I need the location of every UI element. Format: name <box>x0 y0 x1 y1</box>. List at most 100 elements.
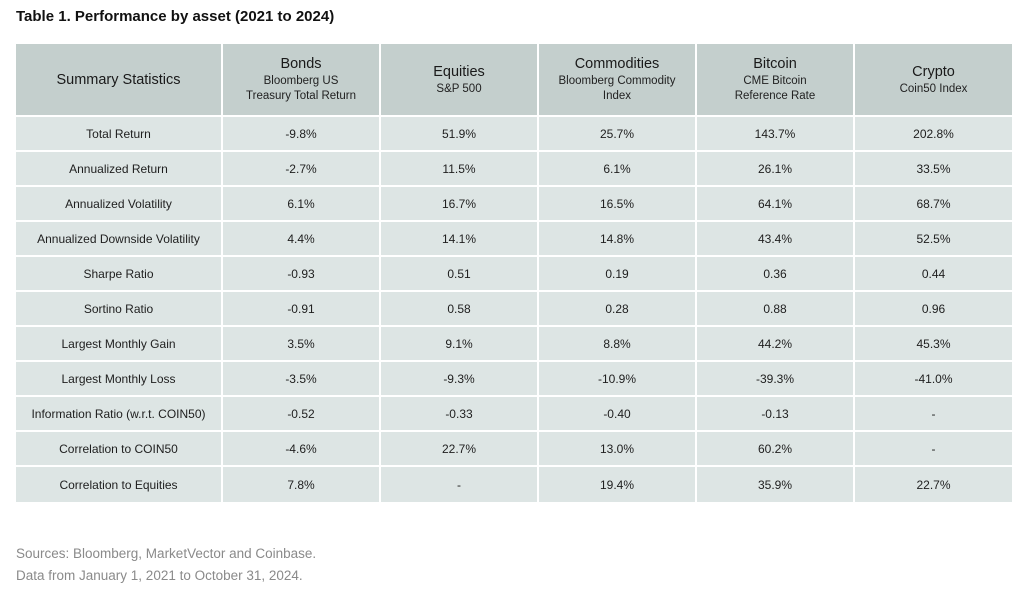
header-cell-bitcoin: Bitcoin CME Bitcoin Reference Rate <box>697 44 855 117</box>
table-cell: 6.1% <box>223 187 381 222</box>
table-cell: 22.7% <box>381 432 539 467</box>
header-sublabel: Bloomberg US Treasury Total Return <box>246 75 356 102</box>
row-label: Correlation to Equities <box>16 467 223 502</box>
table-cell: 8.8% <box>539 327 697 362</box>
row-label: Sortino Ratio <box>16 292 223 327</box>
table-cell: 68.7% <box>855 187 1012 222</box>
table-cell: -3.5% <box>223 362 381 397</box>
table-cell: 33.5% <box>855 152 1012 187</box>
table-row: Sortino Ratio -0.91 0.58 0.28 0.88 0.96 <box>16 292 1012 327</box>
table-cell: 4.4% <box>223 222 381 257</box>
header-cell-bonds: Bonds Bloomberg US Treasury Total Return <box>223 44 381 117</box>
table-cell: - <box>855 432 1012 467</box>
table-cell: 202.8% <box>855 117 1012 152</box>
table-cell: 22.7% <box>855 467 1012 502</box>
table-row: Annualized Downside Volatility 4.4% 14.1% 1… <box>16 222 1012 257</box>
table-cell: -0.93 <box>223 257 381 292</box>
table-cell: 0.36 <box>697 257 855 292</box>
table-row: Annualized Return -2.7% 11.5% 6.1% 26.1% 33.5… <box>16 152 1012 187</box>
table-row: Information Ratio (w.r.t. COIN50) -0.52 -0… <box>16 397 1012 432</box>
table-row: Sharpe Ratio -0.93 0.51 0.19 0.36 0.44 <box>16 257 1012 292</box>
table-cell: 60.2% <box>697 432 855 467</box>
table-cell: -0.52 <box>223 397 381 432</box>
table-cell: 43.4% <box>697 222 855 257</box>
table-cell: 44.2% <box>697 327 855 362</box>
row-label: Annualized Return <box>16 152 223 187</box>
performance-table: Summary Statistics Bonds Bloomberg US Tre… <box>16 44 1012 502</box>
table-cell: 0.96 <box>855 292 1012 327</box>
table-cell: 0.44 <box>855 257 1012 292</box>
header-cell-summary-statistics: Summary Statistics <box>16 44 223 117</box>
table-cell: -2.7% <box>223 152 381 187</box>
header-cell-commodities: Commodities Bloomberg Commodity Index <box>539 44 697 117</box>
table-cell: 16.7% <box>381 187 539 222</box>
date-range-note: Data from January 1, 2021 to October 31,… <box>16 568 303 583</box>
table-cell: -41.0% <box>855 362 1012 397</box>
header-sublabel: S&P 500 <box>436 82 482 95</box>
table-row: Correlation to Equities 7.8% -19.4% 35.9% 22… <box>16 467 1012 502</box>
table-cell: -39.3% <box>697 362 855 397</box>
header-label: Summary Statistics <box>56 71 181 88</box>
header-label: Equities <box>433 63 485 80</box>
header-sublabel: Coin50 Index <box>899 82 968 95</box>
table-cell: 35.9% <box>697 467 855 502</box>
table-cell: 45.3% <box>855 327 1012 362</box>
table-body: Total Return -9.8% 51.9% 25.7% 143.7% 202.8% A… <box>16 117 1012 502</box>
header-label: Bonds <box>280 56 322 72</box>
table-cell: -4.6% <box>223 432 381 467</box>
table-cell: 14.8% <box>539 222 697 257</box>
table-cell: 14.1% <box>381 222 539 257</box>
header-label: Commodities <box>574 56 660 72</box>
header-label: Crypto <box>912 63 955 80</box>
table-cell: 0.28 <box>539 292 697 327</box>
table-cell: -10.9% <box>539 362 697 397</box>
row-label: Largest Monthly Gain <box>16 327 223 362</box>
table-row: Largest Monthly Loss -3.5% -9.3% -10.9% -39.… <box>16 362 1012 397</box>
table-cell: 16.5% <box>539 187 697 222</box>
header-label: Bitcoin <box>753 56 797 72</box>
table-cell: 0.58 <box>381 292 539 327</box>
header-sublabel: CME Bitcoin Reference Rate <box>734 75 816 102</box>
table-cell: 9.1% <box>381 327 539 362</box>
table-cell: -0.13 <box>697 397 855 432</box>
row-label: Correlation to COIN50 <box>16 432 223 467</box>
table-cell: 13.0% <box>539 432 697 467</box>
header-row: Summary Statistics Bonds Bloomberg US Tre… <box>16 44 1012 117</box>
table-cell: -9.3% <box>381 362 539 397</box>
row-label: Annualized Downside Volatility <box>16 222 223 257</box>
table-cell: 51.9% <box>381 117 539 152</box>
table-cell: 11.5% <box>381 152 539 187</box>
table-cell: -0.91 <box>223 292 381 327</box>
row-label: Annualized Volatility <box>16 187 223 222</box>
table-cell: 52.5% <box>855 222 1012 257</box>
row-label: Sharpe Ratio <box>16 257 223 292</box>
table-cell: 3.5% <box>223 327 381 362</box>
table-cell: -0.40 <box>539 397 697 432</box>
header-cell-crypto: Crypto Coin50 Index <box>855 44 1012 117</box>
table-row: Correlation to COIN50 -4.6% 22.7% 13.0% 60.2… <box>16 432 1012 467</box>
table-row: Total Return -9.8% 51.9% 25.7% 143.7% 202.8% <box>16 117 1012 152</box>
table-cell: 0.88 <box>697 292 855 327</box>
table-cell: - <box>381 467 539 502</box>
table-cell: 143.7% <box>697 117 855 152</box>
table-cell: 26.1% <box>697 152 855 187</box>
table-cell: -9.8% <box>223 117 381 152</box>
row-label: Total Return <box>16 117 223 152</box>
table-cell: 0.51 <box>381 257 539 292</box>
table-cell: 19.4% <box>539 467 697 502</box>
table-footnote: Sources: Bloomberg, MarketVector and Coi… <box>16 543 316 587</box>
header-sublabel: Bloomberg Commodity Index <box>558 75 676 102</box>
table-row: Annualized Volatility 6.1% 16.7% 16.5% 64.1%… <box>16 187 1012 222</box>
table-cell: 64.1% <box>697 187 855 222</box>
table-cell: 6.1% <box>539 152 697 187</box>
table-cell: 0.19 <box>539 257 697 292</box>
table-cell: -0.33 <box>381 397 539 432</box>
table-cell: - <box>855 397 1012 432</box>
table-cell: 25.7% <box>539 117 697 152</box>
table-title: Table 1. Performance by asset (2021 to 2… <box>16 8 335 25</box>
header-cell-equities: Equities S&P 500 <box>381 44 539 117</box>
sources-note: Sources: Bloomberg, MarketVector and Coi… <box>16 546 317 561</box>
row-label: Largest Monthly Loss <box>16 362 223 397</box>
row-label: Information Ratio (w.r.t. COIN50) <box>16 397 223 432</box>
